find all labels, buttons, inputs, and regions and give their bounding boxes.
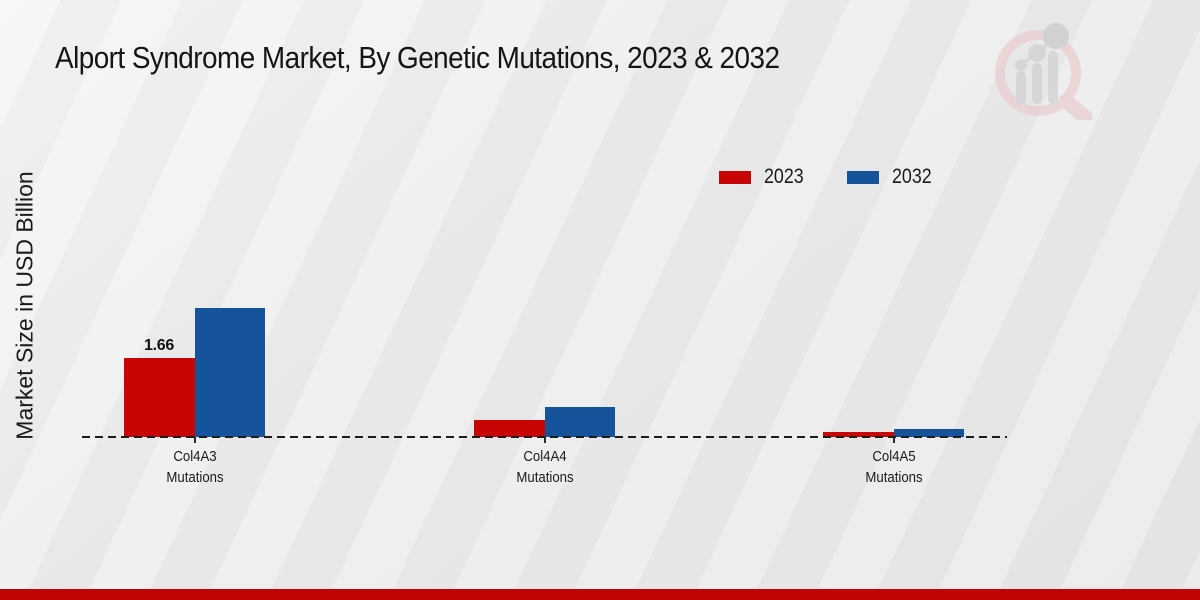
legend: 2023 2032 (719, 165, 938, 189)
legend-item-2032: 2032 (846, 165, 939, 189)
bar-2023-col4a5 (823, 432, 894, 437)
footer-accent-bar (0, 589, 1200, 600)
bar-2023-col4a4 (474, 420, 545, 437)
legend-swatch-2023 (719, 170, 751, 184)
x-axis-tick (544, 437, 546, 443)
legend-label-2032: 2032 (891, 165, 932, 188)
category-label: Col4A3 Mutations (166, 448, 224, 486)
bar-value-label: 1.66 (144, 337, 174, 354)
bar-2032-col4a5 (894, 429, 964, 437)
x-axis-tick (893, 437, 895, 443)
chart-title: Alport Syndrome Market, By Genetic Mutat… (55, 40, 780, 75)
magnifier-bar-chart-icon (995, 23, 1093, 120)
x-axis-tick (194, 437, 196, 443)
legend-swatch-2032 (846, 170, 879, 184)
bar-2023-col4a3 (124, 358, 195, 437)
y-axis-label: Market Size in USD Billion (11, 171, 38, 440)
bar-2032-col4a4 (545, 407, 615, 437)
category-label: Col4A5 Mutations (865, 448, 923, 486)
plot-area: Col4A3 Mutations Col4A4 Mutations Col4A5 Muta… (82, 257, 1007, 486)
bar-2032-col4a3 (195, 308, 265, 437)
category-label: Col4A4 Mutations (516, 448, 574, 486)
legend-label-2023: 2023 (764, 165, 804, 188)
brand-logo-watermark (995, 23, 1093, 120)
legend-item-2023: 2023 (719, 165, 811, 189)
